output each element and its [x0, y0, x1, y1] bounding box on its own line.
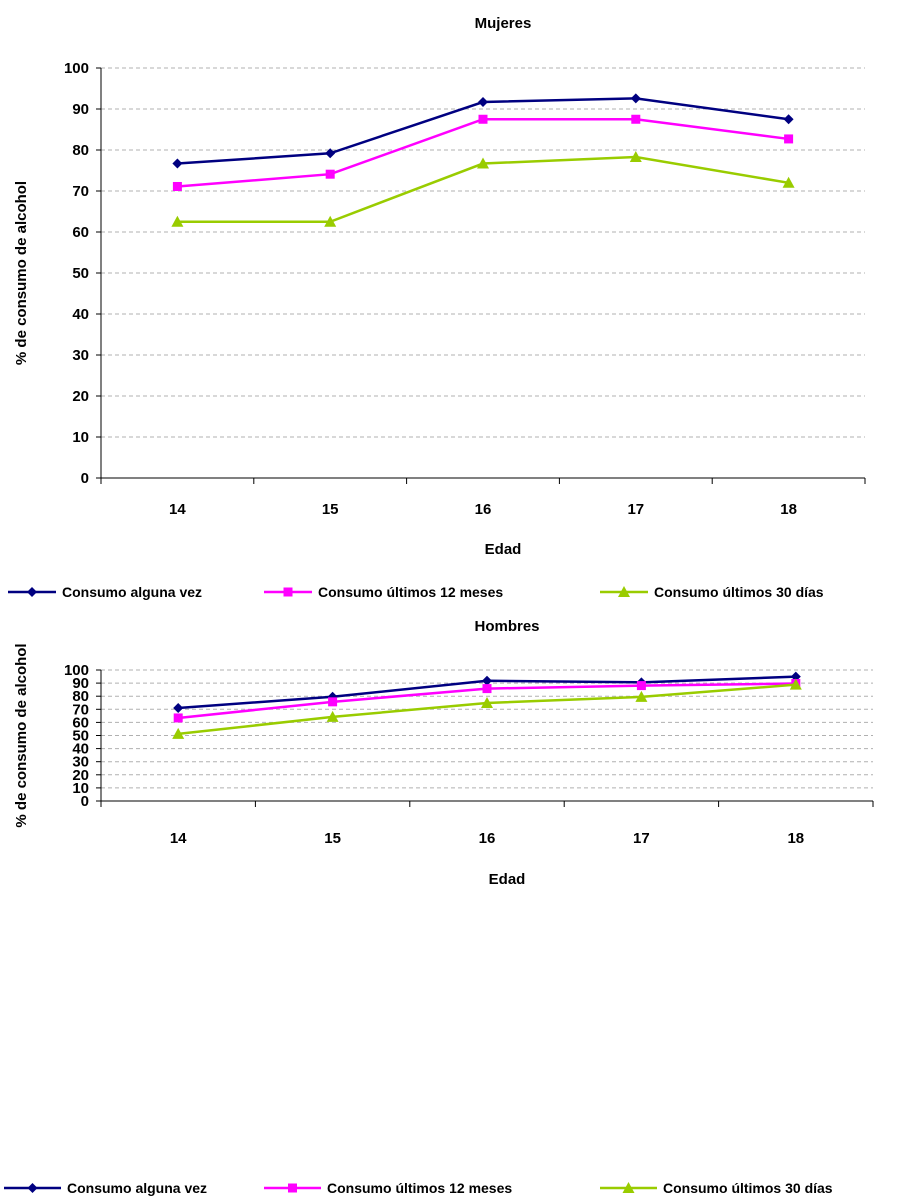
- data-point: [635, 690, 648, 702]
- y-tick-label: 40: [72, 306, 89, 323]
- x-tick-label: 14: [170, 830, 187, 847]
- data-point: [784, 134, 794, 144]
- y-tick-label: 50: [72, 265, 89, 282]
- y-axis-label: % de consumo de alcohol: [13, 181, 30, 365]
- data-point: [172, 727, 185, 739]
- y-tick-label: 90: [72, 675, 89, 692]
- legend-marker: [622, 1182, 635, 1193]
- y-tick-label: 30: [72, 347, 89, 364]
- x-tick-label: 16: [475, 501, 492, 518]
- x-tick-label: 15: [322, 501, 339, 518]
- x-tick-label: 18: [780, 501, 797, 518]
- legend-label: Consumo últimos 12 meses: [327, 1180, 512, 1196]
- data-point: [629, 150, 642, 162]
- data-point: [636, 681, 646, 691]
- data-point: [172, 158, 183, 169]
- x-tick-label: 15: [324, 830, 341, 847]
- data-point: [325, 148, 336, 159]
- x-tick-label: 16: [479, 830, 496, 847]
- legend-marker: [288, 1183, 297, 1193]
- data-point: [328, 697, 338, 707]
- data-point: [171, 215, 184, 227]
- data-point: [782, 176, 795, 188]
- data-point: [789, 678, 802, 690]
- data-point: [325, 169, 335, 179]
- y-tick-label: 10: [72, 780, 89, 797]
- legend-marker: [618, 586, 630, 597]
- legend-marker: [283, 587, 293, 597]
- legend-label: Consumo alguna vez: [62, 584, 202, 600]
- legend-label: Consumo últimos 12 meses: [318, 584, 503, 600]
- data-point: [482, 684, 492, 694]
- x-tick-label: 17: [633, 830, 650, 847]
- y-axis-label: % de consumo de alcohol: [13, 643, 30, 827]
- legend-label: Consumo últimos 30 días: [663, 1180, 833, 1196]
- y-tick-label: 30: [72, 754, 89, 771]
- y-tick-label: 100: [64, 662, 89, 679]
- y-tick-label: 60: [72, 714, 89, 731]
- x-axis-label: Edad: [489, 871, 526, 888]
- y-tick-label: 60: [72, 224, 89, 241]
- data-point: [478, 114, 488, 124]
- y-tick-label: 0: [81, 793, 89, 810]
- data-point: [790, 671, 801, 682]
- data-point: [173, 713, 183, 723]
- y-tick-label: 20: [72, 388, 89, 405]
- x-axis-label: Edad: [485, 541, 522, 558]
- data-point: [631, 114, 641, 124]
- data-point: [326, 710, 339, 722]
- y-tick-label: 0: [81, 470, 89, 487]
- chart-title: Mujeres: [475, 15, 532, 32]
- y-tick-label: 40: [72, 741, 89, 758]
- legend-label: Consumo últimos 30 días: [654, 584, 824, 600]
- x-tick-label: 17: [627, 501, 644, 518]
- data-point: [172, 181, 182, 191]
- data-point: [482, 675, 492, 686]
- data-point: [324, 215, 337, 227]
- series-line: [177, 97, 789, 165]
- legend-label: Consumo alguna vez: [67, 1180, 207, 1196]
- y-tick-label: 80: [72, 142, 89, 159]
- y-tick-label: 50: [72, 728, 89, 745]
- legend-marker: [27, 587, 37, 597]
- chart-mujeres: Mujeres 0 10 20 30 40 50 60 70 80 90 100 14 15 16 17 18 E…: [8, 15, 866, 600]
- data-point: [478, 97, 488, 108]
- data-point: [477, 157, 489, 169]
- y-tick-label: 70: [72, 701, 89, 718]
- y-tick-label: 70: [72, 183, 89, 200]
- legend-marker: [27, 1183, 38, 1193]
- series-line: [177, 118, 789, 188]
- y-tick-label: 80: [72, 688, 89, 705]
- y-tick-label: 100: [64, 60, 89, 77]
- data-point: [630, 93, 641, 104]
- y-tick-label: 20: [72, 767, 89, 784]
- x-tick-label: 18: [787, 830, 804, 847]
- y-tick-label: 90: [72, 101, 89, 118]
- chart-title: Hombres: [474, 618, 539, 635]
- data-point: [481, 697, 493, 709]
- x-tick-label: 14: [169, 501, 186, 518]
- y-tick-label: 10: [72, 429, 89, 446]
- data-point: [173, 702, 184, 713]
- data-point: [783, 114, 794, 125]
